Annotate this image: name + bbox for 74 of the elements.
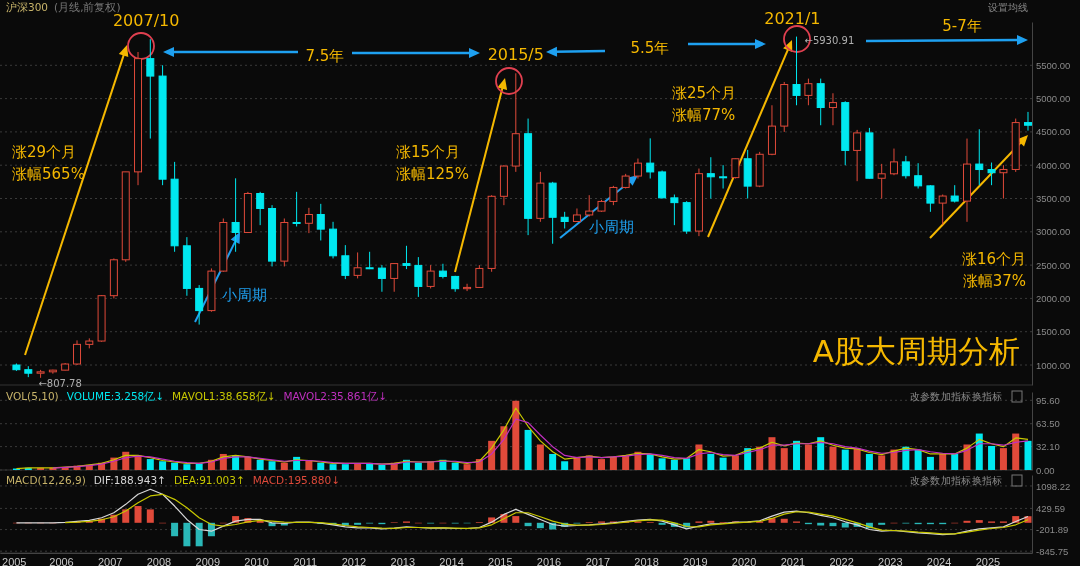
y-tick-label: 1000.00 [1036, 359, 1071, 371]
annotation: A股大周期分析 [812, 333, 1020, 369]
annotation: 换指标 [972, 475, 1002, 486]
x-tick-label: 2009 [195, 555, 221, 566]
x-tick-label: 2021 [780, 555, 806, 566]
text: VOLUME:3.258亿↓ [66, 390, 165, 402]
text: MAVOL2:35.861亿↓ [283, 390, 387, 402]
annotation: 涨29个月 [12, 143, 77, 161]
x-tick-label: 2018 [634, 555, 659, 566]
y-tick-label: 0.00 [1036, 464, 1055, 476]
annotation: 小周期 [221, 286, 267, 304]
annotation: 涨16个月 [961, 250, 1026, 268]
x-tick-label: 2006 [49, 555, 74, 566]
series-label: DEA:91.003↑ [173, 474, 245, 486]
y-tick-label: 3000.00 [1036, 226, 1071, 238]
x-tick-label: 2011 [293, 555, 318, 566]
x-tick-label: 2007 [97, 555, 123, 566]
x-tick-label: 2015 [488, 555, 513, 566]
y-tick-label: -201.89 [1036, 524, 1069, 536]
annotation: 涨幅565% [12, 165, 85, 183]
x-tick-label: 2008 [146, 555, 172, 566]
chart-subtitle: (月线,前复权) [54, 1, 121, 13]
annotation: 涨幅37% [962, 272, 1026, 290]
y-tick-label: 1500.00 [1036, 326, 1071, 338]
y-tick-label: 429.59 [1036, 502, 1066, 514]
annotation: 2007/10 [112, 11, 180, 31]
x-tick-label: 2020 [731, 555, 757, 566]
x-tick-label: 2010 [244, 555, 269, 566]
annotation: 2021/1 [764, 8, 821, 28]
chart-title: 沪深300 [6, 1, 49, 13]
annotation: 小周期 [588, 218, 634, 236]
annotation: 7.5年 [305, 47, 345, 65]
x-tick-label: 2019 [683, 555, 708, 566]
x-tick-label: 2017 [585, 555, 611, 566]
text: MAVOL1:38.658亿↓ [172, 390, 276, 402]
annotation: 2015/5 [487, 45, 544, 65]
x-tick-label: 2013 [390, 555, 416, 566]
x-tick-label: 2022 [829, 555, 854, 566]
annotation: 加指标 [941, 475, 971, 486]
chart-title: VOL(5,10) [6, 390, 59, 402]
x-tick-label: 2014 [439, 555, 464, 566]
chart-title: MACD(12,26,9) [6, 474, 86, 486]
x-tick-label: 2025 [975, 555, 1001, 566]
x-tick-label: 2024 [926, 555, 952, 566]
y-tick-label: 2500.00 [1036, 259, 1071, 271]
annotation: 改参数 [910, 391, 940, 402]
x-tick-label: 2012 [341, 555, 367, 566]
annotation: 涨15个月 [396, 143, 461, 161]
y-tick-label: 2000.00 [1036, 292, 1071, 304]
y-tick-label: 5500.00 [1036, 59, 1071, 71]
x-tick-label: 2005 [2, 555, 27, 566]
y-tick-label: 4000.00 [1036, 159, 1071, 171]
series-label: DIF:188.943↑ [93, 474, 166, 486]
annotation: 换指标 [972, 391, 1002, 402]
y-tick-label: 5000.00 [1036, 93, 1071, 105]
y-tick-label: 1098.22 [1036, 480, 1071, 492]
y-tick-label: 4500.00 [1036, 126, 1071, 138]
annotation: 涨幅125% [396, 165, 469, 183]
annotation: ←807.78 [38, 377, 82, 389]
annotation: 5.5年 [630, 39, 670, 57]
annotation: 涨幅77% [672, 106, 736, 124]
y-tick-label: -845.75 [1036, 545, 1069, 557]
text: MACD:195.880↓ [252, 474, 340, 486]
text: 设置均线 [988, 2, 1028, 13]
annotation: 加指标 [941, 391, 971, 402]
x-tick-label: 2023 [878, 555, 903, 566]
y-tick-label: 63.50 [1036, 418, 1060, 430]
y-tick-label: 95.60 [1036, 394, 1060, 406]
annotation: 改参数 [910, 475, 940, 486]
y-tick-label: 3500.00 [1036, 193, 1071, 205]
x-tick-label: 2016 [536, 555, 562, 566]
annotation: 涨25个月 [672, 84, 737, 102]
annotation: 5-7年 [942, 17, 982, 35]
y-tick-label: 32.10 [1036, 441, 1060, 453]
